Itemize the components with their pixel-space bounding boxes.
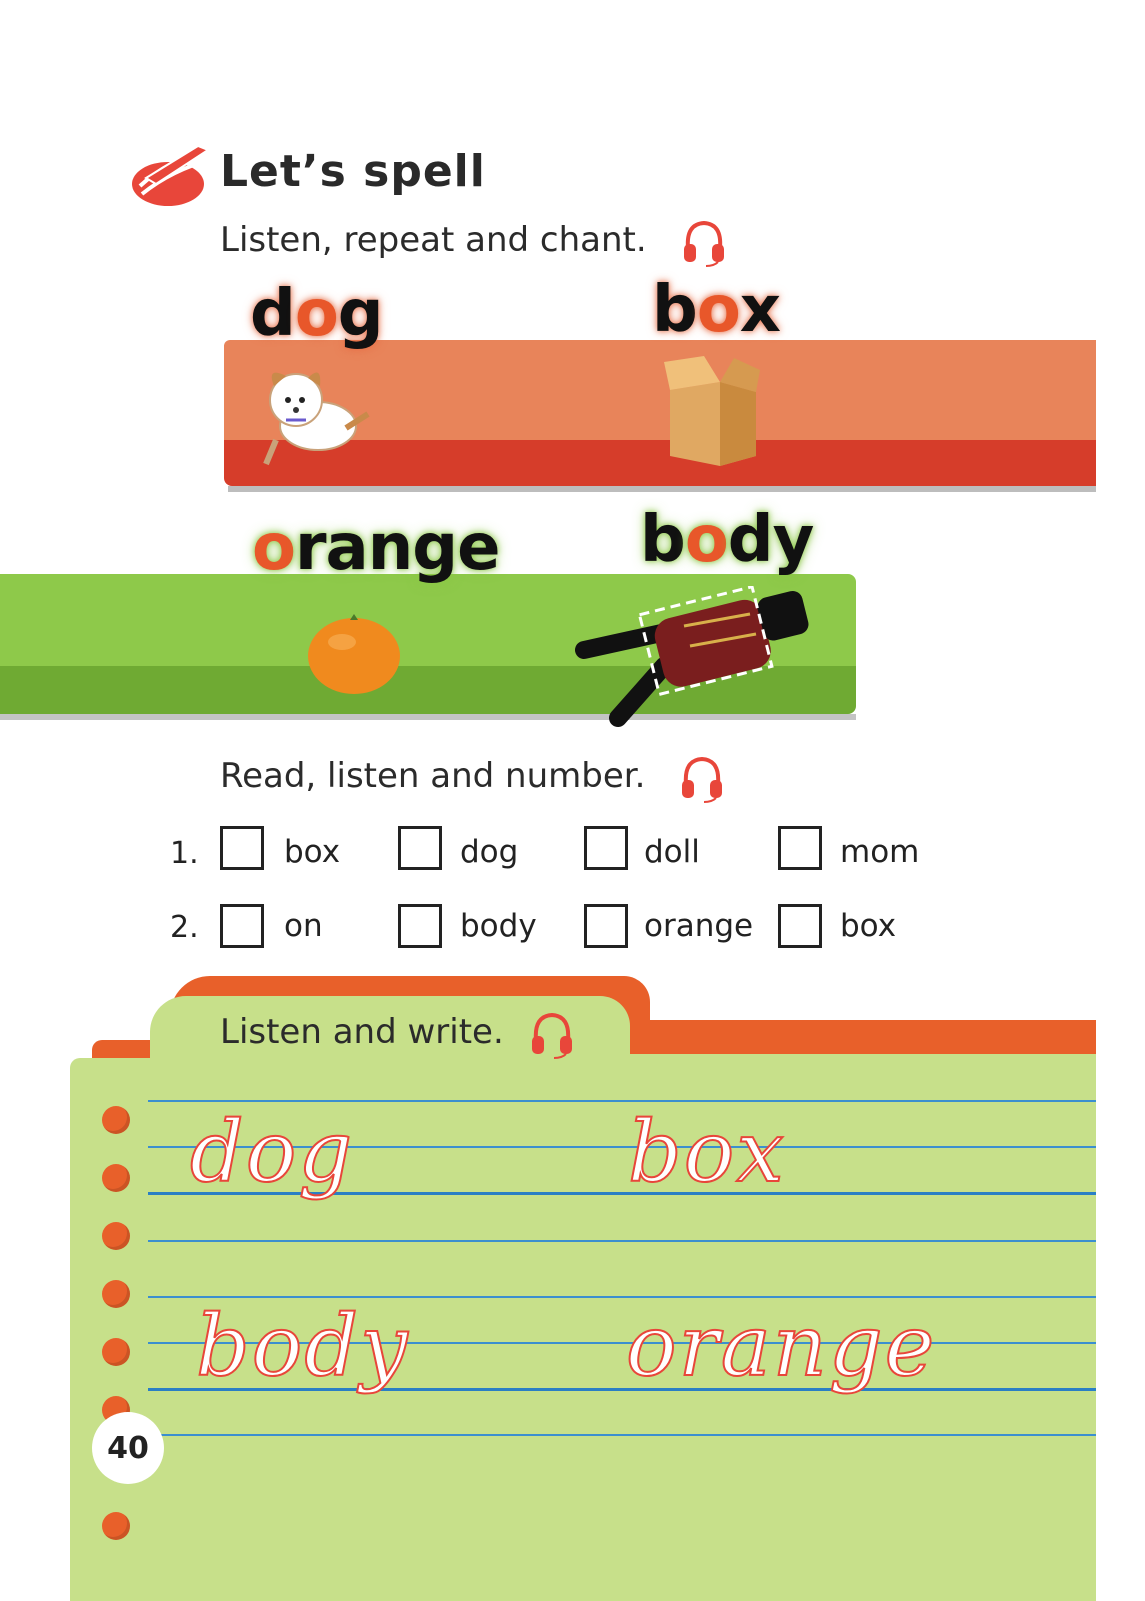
headphones-icon[interactable]	[528, 1010, 574, 1060]
notebook-tab	[150, 996, 630, 1076]
binder-hole	[102, 1280, 130, 1308]
option-row1-doll: doll	[644, 834, 700, 870]
binder-hole	[102, 1106, 130, 1134]
checkbox-row2-box[interactable]	[778, 904, 822, 948]
pencil-stroke-icon	[132, 144, 211, 206]
headphones-icon[interactable]	[680, 218, 726, 268]
ruled-line	[148, 1100, 1096, 1102]
trace-word-box: box	[627, 1103, 786, 1201]
headphones-icon[interactable]	[678, 754, 724, 804]
notebook-top-border	[620, 1020, 1096, 1060]
ruled-line	[148, 1296, 1096, 1298]
box-picture	[664, 356, 760, 466]
instruction-chant: Listen, repeat and chant.	[220, 220, 647, 260]
trace-word-dog: dog	[189, 1103, 355, 1201]
option-row1-mom: mom	[840, 834, 920, 870]
option-row1-dog: dog	[460, 834, 519, 870]
chant-word-orange: orange	[252, 511, 500, 585]
dog-picture	[263, 372, 370, 466]
notebook-page	[70, 1058, 1096, 1601]
binder-hole	[102, 1222, 130, 1250]
binder-hole	[102, 1164, 130, 1192]
option-row2-on: on	[284, 908, 323, 944]
checkbox-row2-body[interactable]	[398, 904, 442, 948]
word-strip-red	[224, 340, 1096, 492]
toy-soldier-picture	[575, 586, 809, 727]
trace-word-body: body	[195, 1297, 410, 1395]
baseline	[148, 1388, 1096, 1391]
chant-word-box: box	[652, 273, 781, 347]
section-title: Let’s spell	[220, 146, 486, 197]
row-number-2: 2.	[170, 910, 199, 945]
instruction-number: Read, listen and number.	[220, 756, 646, 796]
ruled-line	[148, 1342, 1096, 1344]
option-row2-box: box	[840, 908, 897, 944]
trace-word-orange: orange	[625, 1297, 937, 1395]
checkbox-row2-orange[interactable]	[584, 904, 628, 948]
checkbox-row1-dog[interactable]	[398, 826, 442, 870]
option-row2-orange: orange	[644, 908, 754, 944]
checkbox-row1-box[interactable]	[220, 826, 264, 870]
option-row1-box: box	[284, 834, 341, 870]
page-number: 40	[92, 1412, 164, 1484]
row-number-1: 1.	[170, 836, 199, 871]
option-row2-body: body	[460, 908, 537, 944]
checkbox-row2-on[interactable]	[220, 904, 264, 948]
chant-word-body: body	[640, 503, 814, 577]
checkbox-row1-mom[interactable]	[778, 826, 822, 870]
ruled-line	[148, 1146, 1096, 1148]
binder-hole	[102, 1338, 130, 1366]
ruled-line	[148, 1434, 1096, 1436]
instruction-write: Listen and write.	[220, 1012, 504, 1052]
notebook-top-fill	[620, 1054, 1096, 1094]
binder-hole	[102, 1512, 130, 1540]
baseline	[148, 1192, 1096, 1195]
ruled-line	[148, 1240, 1096, 1242]
chant-word-dog: dog	[250, 277, 384, 351]
checkbox-row1-doll[interactable]	[584, 826, 628, 870]
orange-picture	[308, 614, 400, 694]
